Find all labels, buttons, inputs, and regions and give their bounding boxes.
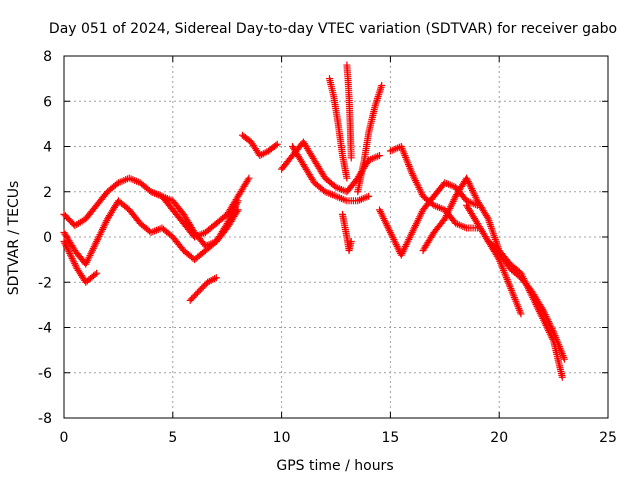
x-axis-label: GPS time / hours xyxy=(276,458,393,474)
data-point xyxy=(245,174,253,182)
series-track-6 xyxy=(238,131,281,160)
data-point xyxy=(63,244,71,252)
series-track-14 xyxy=(386,143,481,232)
series-track-2 xyxy=(60,197,242,268)
series-track-8 xyxy=(288,143,373,205)
data-point xyxy=(494,254,502,262)
series-track-15 xyxy=(419,174,568,363)
data-point xyxy=(560,355,568,363)
data-point xyxy=(378,81,386,89)
data-point xyxy=(60,238,68,246)
axis-ticks: 0 5 10 15 20 25 -8 -6 -4 -2 0 2 4 6 8 xyxy=(38,49,617,446)
data-point xyxy=(70,258,78,266)
y-tick-label: 2 xyxy=(43,185,52,201)
data-point xyxy=(64,246,72,254)
y-tick-label: 0 xyxy=(43,230,52,246)
series-track-16 xyxy=(463,201,566,381)
series-track-4 xyxy=(147,188,242,250)
data-point xyxy=(212,274,220,282)
data-point xyxy=(62,243,70,251)
data-point xyxy=(365,192,373,200)
x-tick-label: 10 xyxy=(273,430,291,446)
y-axis-label: SDTVAR / TECUs xyxy=(6,181,22,296)
data-point xyxy=(483,213,491,221)
data-point xyxy=(558,373,566,381)
series-track-11 xyxy=(339,210,355,255)
x-tick-label: 15 xyxy=(381,430,399,446)
data-point xyxy=(376,152,384,160)
data-point xyxy=(517,310,525,318)
y-tick-label: 8 xyxy=(43,49,52,65)
data-point xyxy=(67,253,75,261)
data-point xyxy=(62,241,70,249)
chart-title: Day 051 of 2024, Sidereal Day-to-day VTE… xyxy=(49,21,617,37)
x-tick-label: 0 xyxy=(60,430,69,446)
y-tick-label: -8 xyxy=(38,411,52,427)
series-track-17 xyxy=(484,238,525,318)
series-track-9 xyxy=(325,75,351,182)
data-point xyxy=(71,261,79,269)
data-point xyxy=(68,254,76,262)
series-track-5 xyxy=(186,274,220,304)
series-track-13 xyxy=(376,179,481,259)
data-point xyxy=(71,260,79,268)
y-tick-label: 6 xyxy=(43,94,52,110)
x-tick-label: 5 xyxy=(168,430,177,446)
series-track-12 xyxy=(354,81,386,196)
data-point xyxy=(347,238,355,246)
y-tick-label: -4 xyxy=(38,321,52,337)
data-point xyxy=(66,249,74,257)
data-point xyxy=(69,256,77,264)
grid xyxy=(64,56,608,418)
data-point xyxy=(67,251,75,259)
data-point xyxy=(234,197,242,205)
data-points xyxy=(60,61,568,381)
data-point xyxy=(61,239,69,247)
data-point xyxy=(244,176,252,184)
data-point xyxy=(273,140,281,148)
x-tick-label: 20 xyxy=(490,430,508,446)
data-point xyxy=(93,269,101,277)
y-tick-label: 4 xyxy=(43,140,52,156)
data-point xyxy=(272,141,280,149)
data-point xyxy=(91,270,99,278)
series-track-10 xyxy=(343,61,355,162)
data-point xyxy=(347,154,355,162)
series-track-3 xyxy=(60,238,101,286)
data-point xyxy=(343,174,351,182)
x-tick-label: 25 xyxy=(599,430,617,446)
y-tick-label: -2 xyxy=(38,275,52,291)
data-point xyxy=(65,248,73,256)
y-tick-label: -6 xyxy=(38,366,52,382)
